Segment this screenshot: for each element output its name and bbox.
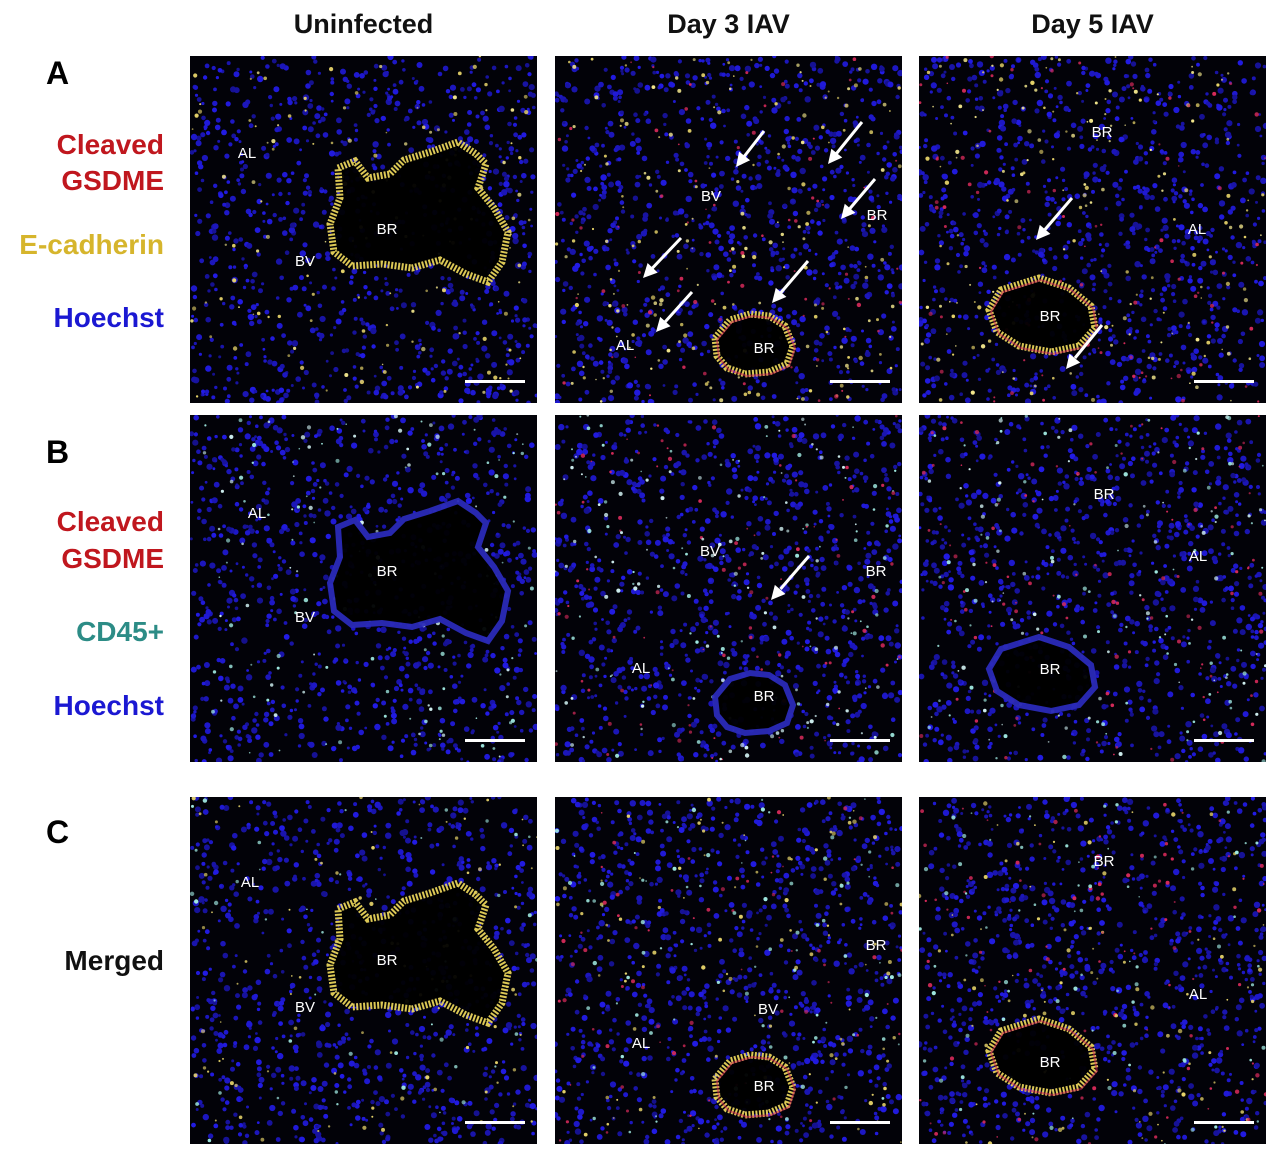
stain-label: Hoechst	[53, 690, 164, 721]
arrow-icon	[643, 236, 683, 278]
stain-label: Cleaved	[56, 506, 164, 537]
tissue-label-al: AL	[631, 660, 651, 677]
arrow-layer	[771, 555, 811, 600]
tissue-label-al: AL	[1188, 986, 1208, 1003]
column-header-day3: Day 3 IAV	[667, 9, 790, 39]
scale-bar	[830, 739, 890, 742]
panel-letter-b: B	[46, 434, 70, 470]
arrow-icon	[656, 290, 694, 332]
scale-bar	[830, 380, 890, 383]
tissue-label-br: BR	[753, 1078, 775, 1095]
stain-label: CD45+	[76, 616, 164, 647]
tissue-label-br: BR	[865, 563, 887, 580]
stain-label: Merged	[64, 945, 164, 976]
tissue-label-al: AL	[1187, 221, 1207, 238]
tissue-label-bv: BV	[699, 543, 721, 560]
arrow-icon	[841, 178, 877, 219]
micrograph-texture	[555, 415, 902, 762]
tissue-label-br: BR	[865, 937, 887, 954]
column-header-uninfected: Uninfected	[293, 9, 434, 39]
micrograph-texture	[190, 797, 537, 1144]
tissue-label-al: AL	[237, 145, 257, 162]
scale-bar	[830, 1121, 890, 1124]
scale-bar	[1194, 1121, 1254, 1124]
scale-bar	[465, 380, 525, 383]
arrow-icon	[736, 130, 766, 167]
arrow-icon	[1066, 324, 1104, 369]
tissue-label-br: BR	[1039, 308, 1061, 325]
tissue-label-br: BR	[866, 207, 888, 224]
tissue-label-al: AL	[631, 1035, 651, 1052]
micrograph-c-1: AL BR BV	[190, 797, 537, 1144]
tissue-label-br: BR	[1039, 661, 1061, 678]
tissue-label-bv: BV	[294, 609, 316, 626]
tissue-label-br: BR	[1093, 853, 1115, 870]
tissue-label-al: AL	[615, 337, 635, 354]
micrograph-texture	[190, 56, 537, 403]
stain-label: GSDME	[61, 165, 164, 196]
scale-bar	[1194, 739, 1254, 742]
scale-bar	[465, 739, 525, 742]
micrograph-a-2: BV BR AL BR	[555, 56, 902, 403]
micrograph-a-3: BR AL BR	[919, 56, 1266, 403]
stain-label: E-cadherin	[19, 229, 164, 260]
tissue-label-br: BR	[1091, 124, 1113, 141]
micrograph-a-1: AL BR BV	[190, 56, 537, 403]
stain-label: Cleaved	[56, 129, 164, 160]
micrograph-texture	[919, 797, 1266, 1144]
tissue-label-br: BR	[376, 952, 398, 969]
column-header-day5: Day 5 IAV	[1031, 9, 1154, 39]
arrow-icon	[772, 260, 810, 303]
tissue-label-al: AL	[247, 505, 267, 522]
arrow-layer	[643, 121, 877, 332]
tissue-label-br: BR	[1093, 486, 1115, 503]
micrograph-texture	[919, 415, 1266, 762]
micrograph-texture	[190, 415, 537, 762]
tissue-label-br: BR	[753, 688, 775, 705]
tissue-label-bv: BV	[700, 188, 722, 205]
tissue-label-bv: BV	[757, 1001, 779, 1018]
micrograph-texture	[555, 56, 902, 403]
tissue-label-br: BR	[376, 563, 398, 580]
micrograph-c-3: BR AL BR	[919, 797, 1266, 1144]
tissue-label-bv: BV	[294, 253, 316, 270]
micrograph-c-2: BR BV AL BR	[555, 797, 902, 1144]
micrograph-texture	[919, 56, 1266, 403]
tissue-label-br: BR	[753, 340, 775, 357]
micrograph-b-3: BR AL BR	[919, 415, 1266, 762]
tissue-label-br: BR	[376, 221, 398, 238]
arrow-icon	[1036, 197, 1074, 240]
tissue-label-bv: BV	[294, 999, 316, 1016]
micrograph-texture	[555, 797, 902, 1144]
micrograph-b-2: BV BR AL BR	[555, 415, 902, 762]
tissue-label-al: AL	[240, 874, 260, 891]
stain-label: Hoechst	[53, 302, 164, 333]
tissue-label-al: AL	[1188, 548, 1208, 565]
stain-label: GSDME	[61, 543, 164, 574]
scale-bar	[465, 1121, 525, 1124]
micrograph-b-1: AL BR BV	[190, 415, 537, 762]
arrow-icon	[828, 121, 864, 164]
panel-letter-c: C	[46, 814, 70, 850]
tissue-label-br: BR	[1039, 1054, 1061, 1071]
arrow-icon	[771, 555, 811, 600]
scale-bar	[1194, 380, 1254, 383]
panel-letter-a: A	[46, 55, 70, 91]
arrow-layer	[1036, 197, 1104, 369]
